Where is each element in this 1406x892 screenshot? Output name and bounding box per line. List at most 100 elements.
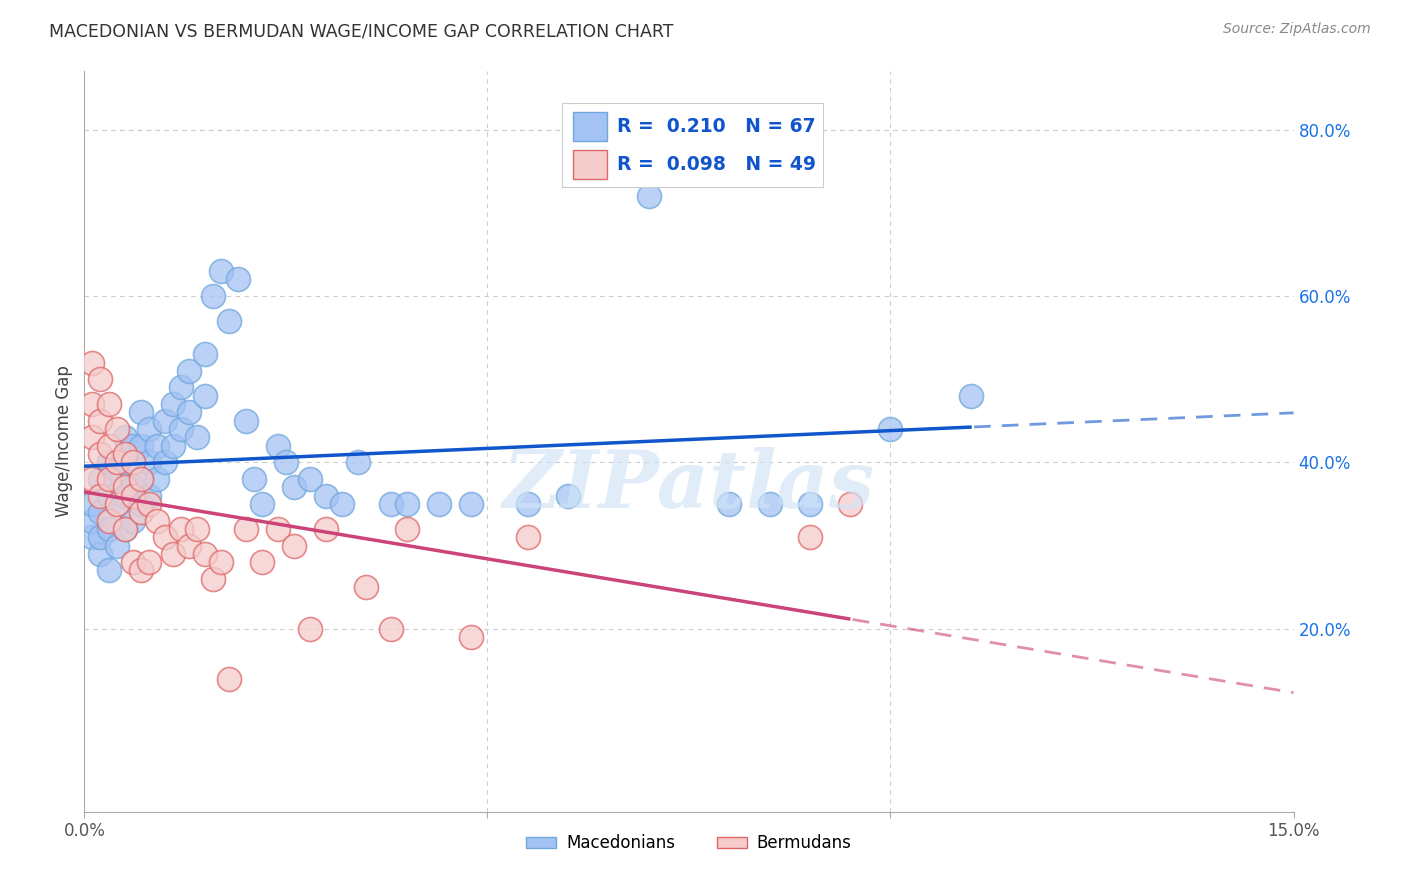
Point	[121, 455, 143, 469]
Point	[516, 497, 538, 511]
Point	[105, 539, 128, 553]
Point	[153, 414, 176, 428]
Text: ZIPatlas: ZIPatlas	[503, 447, 875, 524]
Point	[460, 630, 482, 644]
Point	[218, 672, 240, 686]
Point	[209, 264, 232, 278]
Point	[89, 447, 111, 461]
Point	[202, 572, 225, 586]
Point	[129, 405, 152, 419]
Point	[105, 422, 128, 436]
Point	[879, 422, 901, 436]
Point	[146, 514, 169, 528]
Point	[395, 497, 418, 511]
Point	[202, 289, 225, 303]
Point	[89, 547, 111, 561]
Point	[129, 505, 152, 519]
Point	[105, 497, 128, 511]
Point	[82, 397, 104, 411]
Point	[162, 547, 184, 561]
Point	[138, 455, 160, 469]
Point	[460, 497, 482, 511]
Point	[170, 522, 193, 536]
Y-axis label: Wage/Income Gap: Wage/Income Gap	[55, 366, 73, 517]
Point	[121, 480, 143, 494]
Point	[226, 272, 249, 286]
Point	[82, 530, 104, 544]
Point	[129, 497, 152, 511]
Point	[839, 497, 862, 511]
Point	[380, 622, 402, 636]
Point	[186, 522, 208, 536]
Point	[179, 364, 201, 378]
Point	[170, 380, 193, 394]
Point	[718, 497, 741, 511]
Point	[250, 497, 273, 511]
Point	[186, 430, 208, 444]
Point	[97, 564, 120, 578]
Point	[218, 314, 240, 328]
Point	[799, 497, 821, 511]
Point	[89, 472, 111, 486]
Point	[82, 430, 104, 444]
Point	[380, 497, 402, 511]
Point	[162, 439, 184, 453]
Point	[89, 530, 111, 544]
Point	[129, 472, 152, 486]
Point	[179, 405, 201, 419]
Point	[97, 489, 120, 503]
Point	[138, 497, 160, 511]
Point	[114, 480, 136, 494]
Point	[114, 447, 136, 461]
Point	[242, 472, 264, 486]
Point	[97, 514, 120, 528]
Point	[129, 564, 152, 578]
Point	[82, 355, 104, 369]
Point	[347, 455, 370, 469]
Text: MACEDONIAN VS BERMUDAN WAGE/INCOME GAP CORRELATION CHART: MACEDONIAN VS BERMUDAN WAGE/INCOME GAP C…	[49, 22, 673, 40]
Point	[427, 497, 450, 511]
Point	[960, 389, 983, 403]
Point	[105, 455, 128, 469]
Point	[89, 372, 111, 386]
Text: R =  0.098   N = 49: R = 0.098 N = 49	[617, 155, 815, 174]
Point	[179, 539, 201, 553]
FancyBboxPatch shape	[572, 150, 606, 178]
Point	[89, 414, 111, 428]
Point	[114, 522, 136, 536]
Point	[97, 439, 120, 453]
Point	[89, 489, 111, 503]
Point	[637, 189, 659, 203]
Point	[758, 497, 780, 511]
Point	[299, 472, 322, 486]
Point	[146, 439, 169, 453]
Point	[194, 347, 217, 361]
Point	[97, 397, 120, 411]
Point	[283, 480, 305, 494]
Point	[235, 414, 257, 428]
Point	[105, 497, 128, 511]
FancyBboxPatch shape	[572, 112, 606, 141]
Point	[194, 389, 217, 403]
Point	[82, 497, 104, 511]
Point	[356, 580, 378, 594]
Point	[516, 530, 538, 544]
Point	[105, 464, 128, 478]
Point	[121, 555, 143, 569]
Point	[97, 455, 120, 469]
Point	[114, 430, 136, 444]
Point	[330, 497, 353, 511]
Point	[274, 455, 297, 469]
Point	[146, 472, 169, 486]
Legend: Macedonians, Bermudans: Macedonians, Bermudans	[519, 828, 859, 859]
Point	[114, 522, 136, 536]
Text: R =  0.210   N = 67: R = 0.210 N = 67	[617, 117, 815, 136]
Point	[283, 539, 305, 553]
Point	[129, 472, 152, 486]
Point	[89, 505, 111, 519]
Point	[299, 622, 322, 636]
Point	[138, 555, 160, 569]
Point	[209, 555, 232, 569]
Text: Source: ZipAtlas.com: Source: ZipAtlas.com	[1223, 22, 1371, 37]
Point	[153, 530, 176, 544]
